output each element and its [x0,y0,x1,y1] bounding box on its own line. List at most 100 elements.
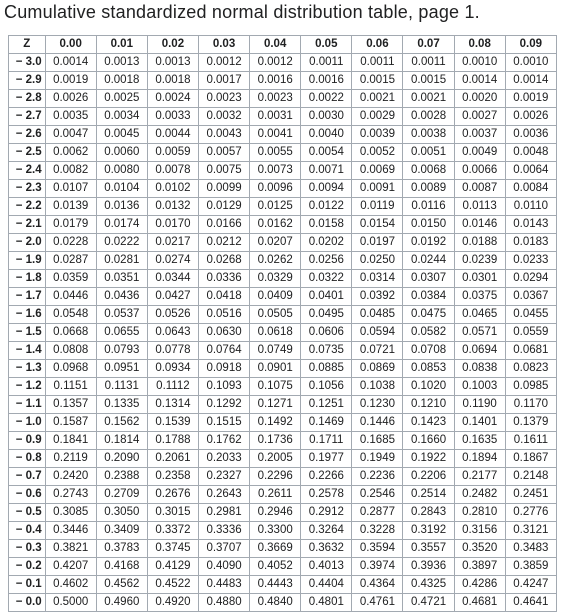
cell: 0.0119 [352,198,403,216]
cell: 0.0082 [45,162,96,180]
cell: 0.2810 [454,504,505,522]
cell: 0.0351 [96,270,147,288]
cell: 0.3446 [45,522,96,540]
cell: 0.3859 [505,558,556,576]
cell: 0.0594 [352,324,403,342]
z-label: − 2.7 [9,108,45,126]
cell: 0.0025 [96,90,147,108]
cell: 0.1814 [96,432,147,450]
cell: 0.0436 [96,288,147,306]
cell: 0.0015 [352,72,403,90]
cell: 0.2061 [147,450,198,468]
cell: 0.4681 [454,594,505,612]
cell: 0.1271 [250,396,301,414]
cell: 0.1922 [403,450,454,468]
cell: 0.0075 [198,162,249,180]
cell: 0.0089 [403,180,454,198]
cell: 0.0183 [505,234,556,252]
cell: 0.3372 [147,522,198,540]
cell: 0.0838 [454,360,505,378]
cell: 0.0764 [198,342,249,360]
cell: 0.0017 [198,72,249,90]
cell: 0.0034 [96,108,147,126]
cell: 0.1020 [403,378,454,396]
cell: 0.0049 [454,144,505,162]
z-label: − 2.8 [9,90,45,108]
cell: 0.0749 [250,342,301,360]
z-label: − 1.8 [9,270,45,288]
page-title: Cumulative standardized normal distribut… [4,0,560,35]
cell: 0.0853 [403,360,454,378]
z-label: − 2.6 [9,126,45,144]
table-row: − 1.50.06680.06550.06430.06300.06180.060… [9,324,557,342]
cell: 0.0301 [454,270,505,288]
cell: 0.0125 [250,198,301,216]
cell: 0.0392 [352,288,403,306]
cell: 0.0314 [352,270,403,288]
cell: 0.0043 [198,126,249,144]
cell: 0.0233 [505,252,556,270]
z-label: − 2.1 [9,216,45,234]
cell: 0.0021 [403,90,454,108]
cell: 0.0032 [198,108,249,126]
z-label: − 1.0 [9,414,45,432]
cell: 0.0239 [454,252,505,270]
table-row: − 0.50.30850.30500.30150.29810.29460.291… [9,504,557,522]
cell: 0.0582 [403,324,454,342]
cell: 0.0099 [198,180,249,198]
table-row: − 1.40.08080.07930.07780.07640.07490.073… [9,342,557,360]
cell: 0.2709 [96,486,147,504]
cell: 0.3409 [96,522,147,540]
cell: 0.0013 [96,54,147,72]
cell: 0.4761 [352,594,403,612]
cell: 0.0793 [96,342,147,360]
cell: 0.0041 [250,126,301,144]
cell: 0.0021 [352,90,403,108]
cell: 0.1423 [403,414,454,432]
cell: 0.0367 [505,288,556,306]
z-label: − 1.3 [9,360,45,378]
cell: 0.0048 [505,144,556,162]
z-label: − 1.7 [9,288,45,306]
cell: 0.0885 [301,360,352,378]
cell: 0.0401 [301,288,352,306]
cell: 0.4129 [147,558,198,576]
cell: 0.1379 [505,414,556,432]
cell: 0.0087 [454,180,505,198]
cell: 0.4325 [403,576,454,594]
cell: 0.1151 [45,378,96,396]
cell: 0.0228 [45,234,96,252]
cell: 0.3707 [198,540,249,558]
cell: 0.1736 [250,432,301,450]
z-label: − 0.2 [9,558,45,576]
cell: 0.0485 [352,306,403,324]
cell: 0.1335 [96,396,147,414]
cell: 0.2578 [301,486,352,504]
cell: 0.3228 [352,522,403,540]
col-header-0.07: 0.07 [403,36,454,54]
z-label: − 2.2 [9,198,45,216]
cell: 0.0102 [147,180,198,198]
table-row: − 2.10.01790.01740.01700.01660.01620.015… [9,216,557,234]
cell: 0.1056 [301,378,352,396]
cell: 0.1660 [403,432,454,450]
cell: 0.0010 [454,54,505,72]
cell: 0.0031 [250,108,301,126]
cell: 0.0985 [505,378,556,396]
cell: 0.0044 [147,126,198,144]
cell: 0.2776 [505,504,556,522]
cell: 0.0526 [147,306,198,324]
table-row: − 1.70.04460.04360.04270.04180.04090.040… [9,288,557,306]
cell: 0.4840 [250,594,301,612]
cell: 0.0023 [198,90,249,108]
cell: 0.0033 [147,108,198,126]
cell: 0.2327 [198,468,249,486]
z-label: − 1.5 [9,324,45,342]
cell: 0.0052 [352,144,403,162]
z-label: − 0.4 [9,522,45,540]
table-row: − 2.70.00350.00340.00330.00320.00310.003… [9,108,557,126]
cell: 0.0146 [454,216,505,234]
col-header-0.03: 0.03 [198,36,249,54]
cell: 0.0344 [147,270,198,288]
table-row: − 0.20.42070.41680.41290.40900.40520.401… [9,558,557,576]
